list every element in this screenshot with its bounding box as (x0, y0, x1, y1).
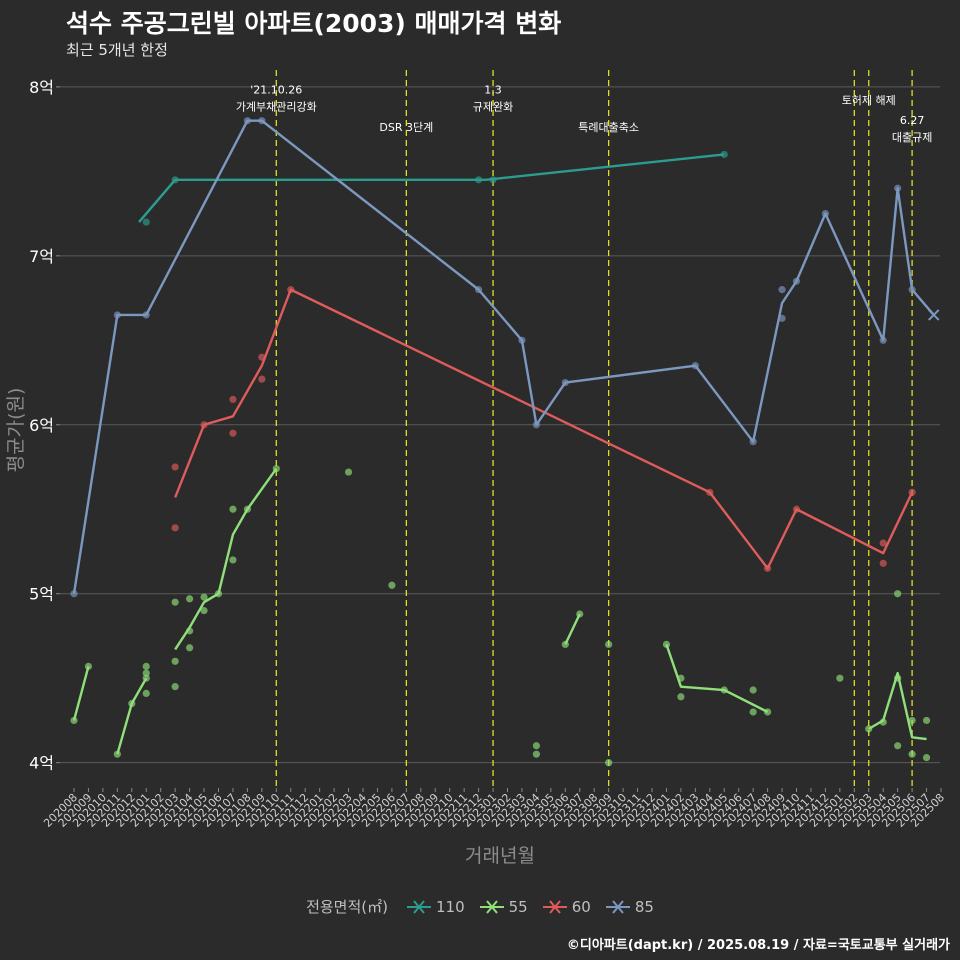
series-55-point (171, 683, 179, 691)
y-axis-title: 평균가(원) (5, 388, 27, 473)
series-55-line (72, 666, 90, 721)
legend-label-85: 85 (634, 897, 654, 916)
series-55-point (186, 644, 194, 652)
series-55-point (532, 742, 541, 750)
series-85-point (778, 286, 786, 294)
series-55-point (908, 750, 916, 758)
series-60-point (171, 524, 179, 532)
series-60-point (229, 429, 237, 437)
x-axis-title: 거래년월 (465, 845, 535, 867)
event-label: 대출규제 (892, 131, 932, 144)
series-55-point (836, 674, 844, 682)
event-label: 가계부채관리강화 (236, 101, 317, 114)
legend-item-55[interactable]: 55 (479, 898, 528, 916)
series-60-point (171, 463, 179, 471)
series-55-line (116, 677, 148, 755)
legend-item-60[interactable]: 60 (542, 898, 591, 916)
series-55-point (142, 689, 150, 697)
series-60-point (879, 539, 887, 547)
event-label: DSR 3단계 (379, 121, 433, 134)
series-55-point (229, 556, 237, 564)
y-tick-label: 8억 (29, 78, 54, 97)
legend: 전용면적(㎡) 110 55 60 85 (0, 896, 960, 917)
event-label: 특례대출축소 (578, 121, 639, 134)
series-55-point (388, 581, 396, 589)
y-tick-label: 6억 (29, 416, 54, 435)
series-60-line (174, 288, 914, 570)
series-55-line (868, 671, 927, 741)
series-55-point (922, 716, 931, 725)
series-55-point (894, 742, 902, 750)
legend-key-60-icon (542, 899, 567, 914)
series-55-line (665, 644, 769, 714)
series-55-point (344, 468, 353, 476)
legend-title: 전용면적(㎡) (306, 898, 388, 916)
y-tick-label: 5억 (29, 585, 54, 604)
series-55-point (605, 640, 613, 649)
legend-label-110: 110 (435, 897, 465, 916)
legend-item-85[interactable]: 85 (605, 898, 654, 916)
series-55-point (186, 595, 194, 603)
series-110-line (138, 153, 725, 223)
series-110-point (142, 218, 150, 226)
y-tick-label: 7억 (29, 247, 54, 266)
series-55-point (200, 593, 208, 601)
event-label: 토허제 해제 (842, 93, 896, 107)
series-55-point (200, 607, 208, 615)
series-55-point (532, 750, 541, 758)
series-55-point (171, 598, 179, 606)
series-55-point (229, 505, 237, 513)
series-60-point (229, 395, 237, 404)
series-85-line (72, 119, 935, 594)
source-caption: ©디아파트(dapt.kr) / 2025.08.19 / 자료=국토교통부 실… (566, 938, 950, 953)
series-55-point (922, 753, 931, 762)
chart-subtitle: 최근 5개년 한정 (66, 41, 168, 59)
series-55-point (605, 759, 613, 767)
legend-label-60: 60 (571, 897, 591, 916)
legend-key-85-icon (605, 899, 630, 914)
legend-label-55: 55 (508, 897, 528, 916)
series-55-point (894, 590, 902, 598)
series-55-point (749, 708, 757, 716)
series-55-point (142, 662, 150, 670)
legend-key-110-icon (406, 899, 431, 914)
series-55-point (749, 686, 757, 694)
series-55-point (171, 657, 179, 665)
series-55-line (564, 613, 581, 645)
series-55-line (174, 468, 278, 651)
series-60-point (258, 375, 266, 383)
series-85-x-marker (928, 309, 940, 321)
series-60-point (879, 559, 887, 567)
event-label: 1.3 (484, 84, 502, 97)
event-label: '21.10.26 (250, 84, 302, 97)
series-55-point (908, 716, 916, 725)
chart-title: 석수 주공그린빌 아파트(2003) 매매가격 변화 (66, 9, 562, 38)
series-55-point (677, 693, 685, 701)
series-55-point (70, 716, 78, 725)
event-label: 규제완화 (473, 101, 513, 114)
event-label: 6.27 (900, 114, 925, 127)
y-tick-label: 4억 (29, 754, 54, 773)
series-55-point (142, 669, 150, 677)
legend-key-55-icon (479, 899, 504, 914)
legend-item-110[interactable]: 110 (406, 898, 465, 916)
